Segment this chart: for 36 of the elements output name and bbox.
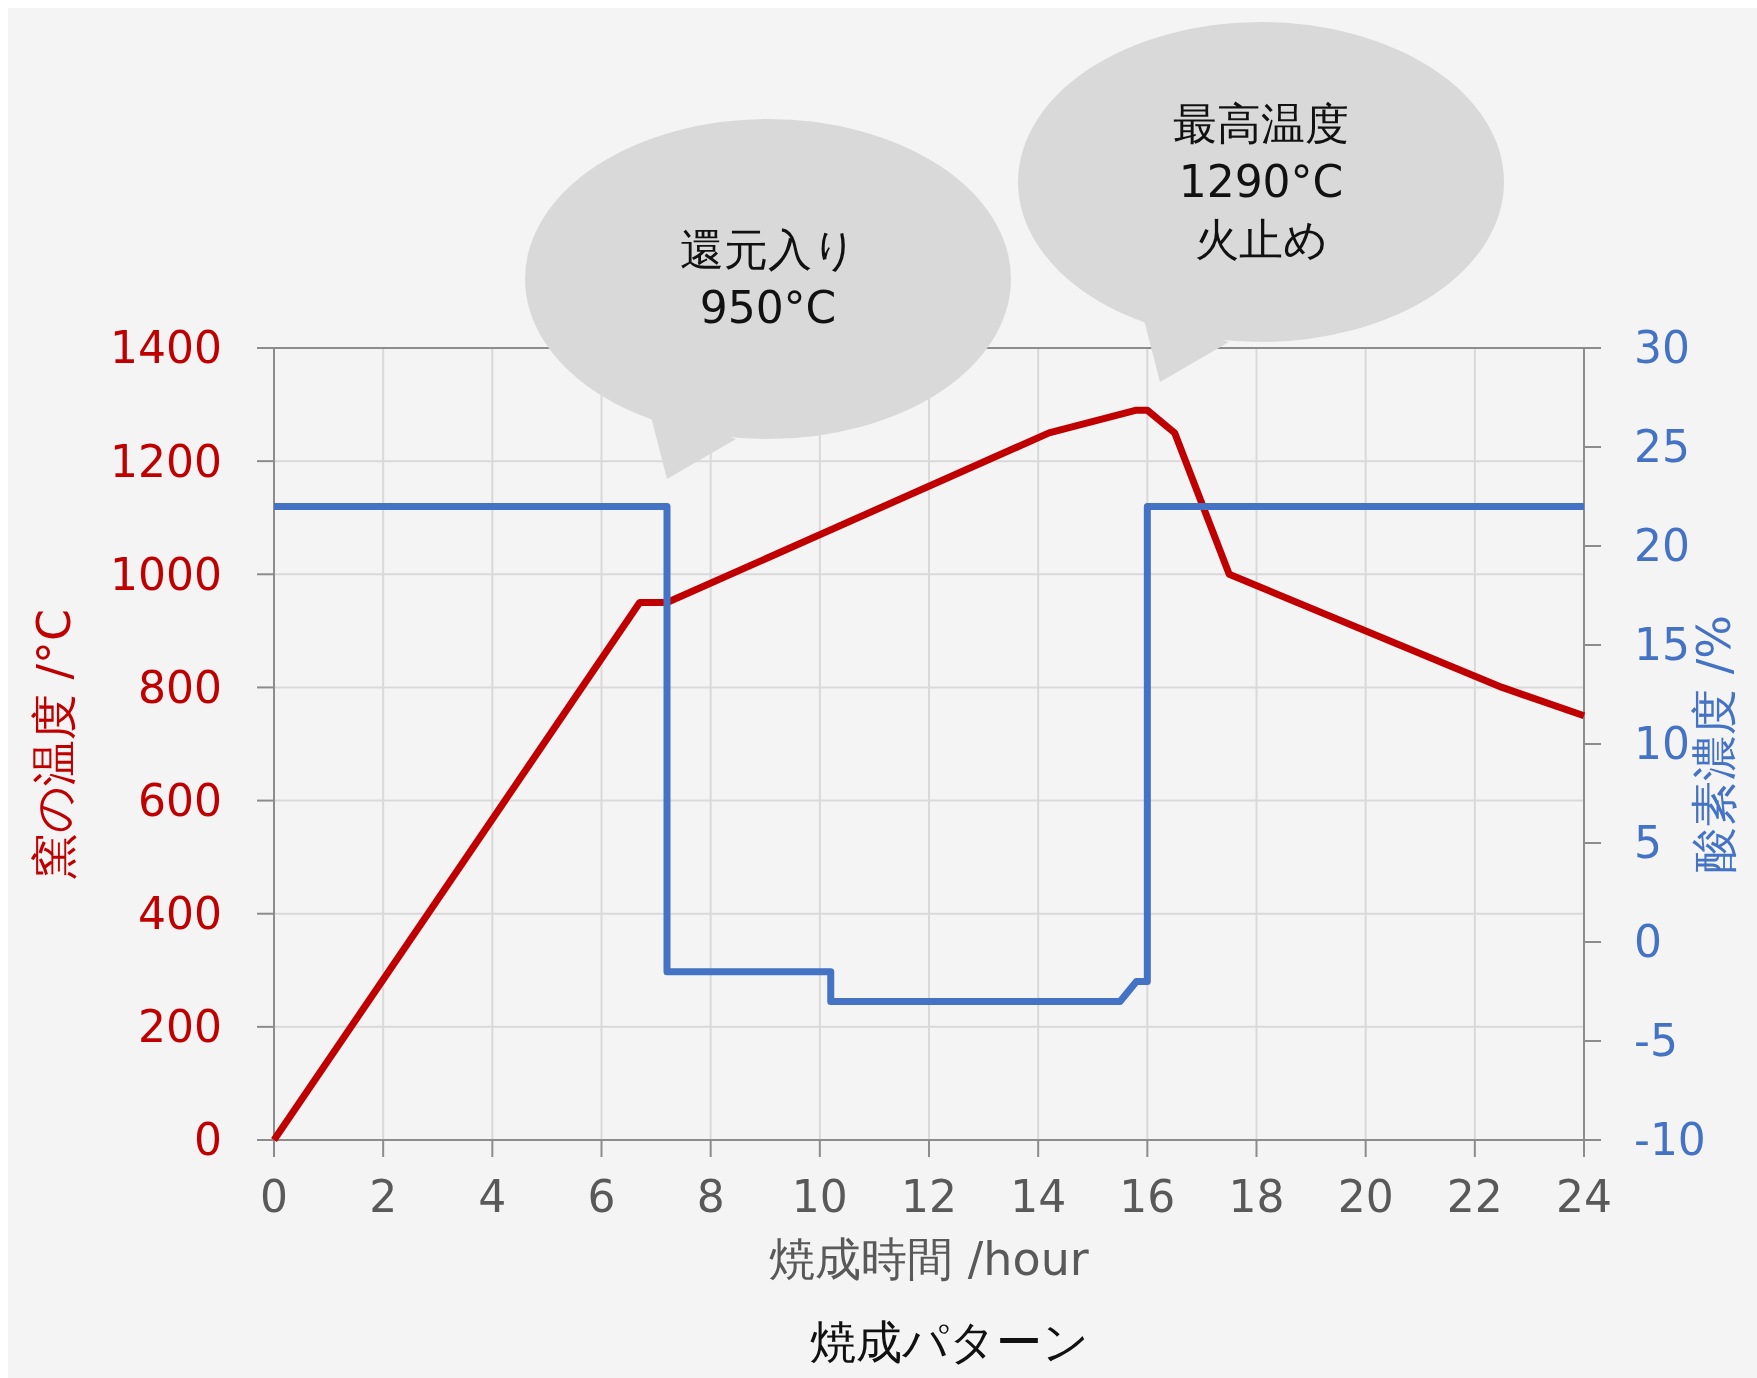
x-tick-label: 0	[260, 1171, 288, 1222]
x-axis-title: 焼成時間 /hour	[769, 1232, 1089, 1286]
y2-tick-label: -10	[1634, 1114, 1706, 1166]
y2-tick-label: 0	[1634, 916, 1662, 968]
y-axis-title: 窯の温度 /°C	[27, 608, 81, 880]
y-tick-label: 1400	[110, 322, 222, 374]
y-tick-label: 800	[138, 661, 222, 713]
y2-axis-title: 酸素濃度 /%	[1687, 615, 1741, 873]
x-tick-label: 16	[1119, 1171, 1176, 1222]
y-tick-label: 0	[194, 1114, 222, 1166]
y-tick-label: 400	[138, 888, 222, 940]
y2-tick-label: 10	[1634, 718, 1690, 770]
y2-tick-label: 30	[1634, 322, 1690, 374]
x-tick-label: 6	[587, 1171, 616, 1222]
y-tick-label: 600	[138, 774, 222, 826]
text: 還元入り 950°C	[679, 224, 857, 334]
x-tick-label: 24	[1556, 1171, 1612, 1222]
text: 最高温度 1290°C 火止め	[1173, 98, 1349, 266]
text: 焼成パターン	[809, 1315, 1089, 1369]
x-tick-label: 12	[901, 1171, 957, 1222]
x-tick-label: 10	[791, 1171, 848, 1222]
y-tick-label: 200	[138, 1001, 222, 1053]
x-tick-label: 4	[478, 1171, 507, 1222]
x-tick-label: 8	[696, 1171, 725, 1222]
y2-tick-label: -5	[1634, 1015, 1678, 1067]
x-tick-label: 20	[1337, 1171, 1394, 1222]
y2-tick-label: 25	[1634, 421, 1690, 473]
x-tick-label: 22	[1446, 1171, 1503, 1222]
x-tick-label: 18	[1228, 1171, 1285, 1222]
y-tick-label: 1000	[110, 548, 222, 600]
x-tick-label: 14	[1010, 1171, 1067, 1222]
y2-tick-label: 5	[1634, 817, 1662, 869]
x-tick-label: 2	[369, 1171, 398, 1222]
y-tick-label: 1200	[110, 435, 222, 487]
y2-tick-label: 20	[1634, 520, 1690, 572]
y2-tick-label: 15	[1634, 619, 1690, 671]
